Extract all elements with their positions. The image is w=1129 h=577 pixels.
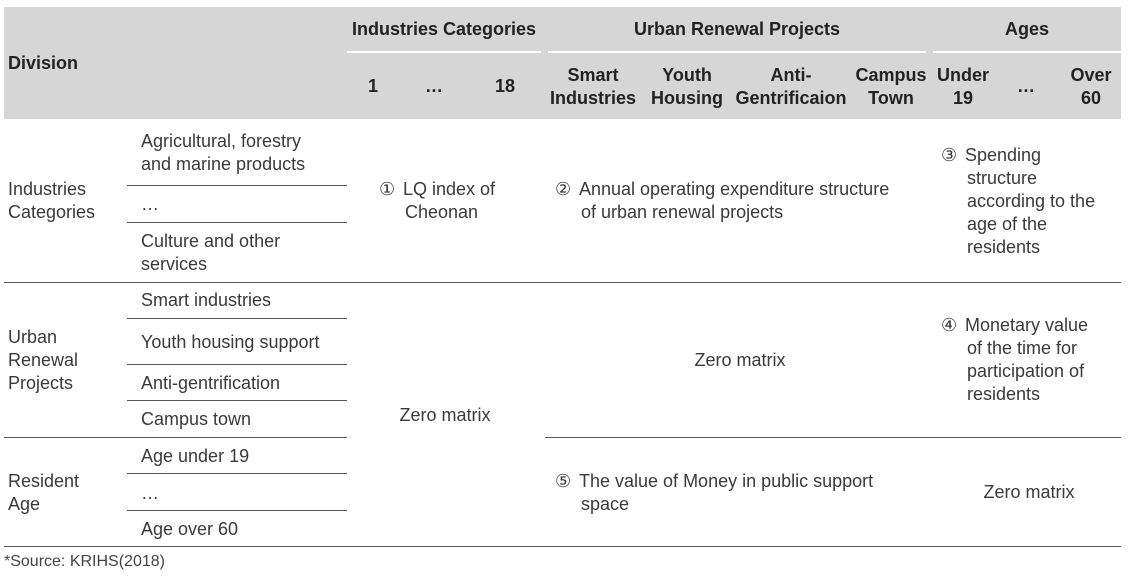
cell-annual-operating-expenditure: ② Annual operating expenditure structure … xyxy=(555,179,890,222)
industry-col-1: 1 xyxy=(368,76,379,96)
header-divider-urban xyxy=(548,51,926,53)
sub-item-age-ellipsis: … xyxy=(141,483,159,503)
row-label-industries-categories: Industries Categories xyxy=(8,179,96,222)
urban-renewal-projects-header: Urban Renewal Projects xyxy=(633,19,841,39)
col-ages-ellipsis: … xyxy=(1017,76,1035,96)
sub-rule xyxy=(127,222,347,223)
cell-lq-index: ① LQ index of Cheonan xyxy=(379,179,496,222)
division-header: Division xyxy=(8,53,79,73)
col-over-60: Over 60 xyxy=(1070,65,1112,108)
col-smart-industries: Smart Industries xyxy=(549,65,637,108)
industries-categories-header: Industries Categories xyxy=(351,19,537,39)
col-under-19: Under 19 xyxy=(936,65,989,108)
rule-after-industries xyxy=(4,282,1121,283)
row-label-urban-renewal-projects: Urban Renewal Projects xyxy=(8,327,79,393)
sub-item-anti-gentrification: Anti-gentrification xyxy=(141,373,281,393)
source-note: *Source: KRIHS(2018) xyxy=(4,553,165,570)
sub-rule xyxy=(127,364,347,365)
sub-item-agricultural: Agricultural, forestry and marine product… xyxy=(141,131,306,174)
sub-rule xyxy=(127,185,347,186)
header-background xyxy=(4,7,1121,119)
rule-after-urban-right xyxy=(545,437,1121,438)
sub-item-age-over-60: Age over 60 xyxy=(141,519,239,539)
cell-monetary-value: ④ Monetary value of the time for particip… xyxy=(941,315,1089,404)
sub-rule xyxy=(127,510,347,511)
sub-rule xyxy=(127,400,347,401)
industry-col-18: 18 xyxy=(495,76,516,96)
table-bottom-rule xyxy=(4,546,1121,547)
sub-item-youth-housing: Youth housing support xyxy=(141,332,320,352)
sub-rule xyxy=(127,318,347,319)
zero-matrix-ages: Zero matrix xyxy=(983,482,1075,502)
zero-matrix-urban: Zero matrix xyxy=(694,350,786,370)
sub-item-age-under-19: Age under 19 xyxy=(141,446,250,466)
sub-rule xyxy=(127,473,347,474)
sub-item-smart-industries: Smart industries xyxy=(141,290,272,310)
sub-item-culture: Culture and other services xyxy=(141,231,281,274)
sub-item-campus-town: Campus town xyxy=(141,409,252,429)
cell-spending-structure: ③ Spending structure according to the age… xyxy=(941,145,1096,257)
ages-header: Ages xyxy=(1004,19,1049,39)
cell-value-of-money: ⑤ The value of Money in public support sp… xyxy=(555,471,874,514)
row-label-resident-age: Resident Age xyxy=(8,471,80,514)
col-campus-town: Campus Town xyxy=(855,65,927,108)
header-divider-industries xyxy=(347,51,541,53)
rule-after-urban-left xyxy=(4,437,347,438)
col-youth-housing: Youth Housing xyxy=(651,65,723,108)
header-divider-ages xyxy=(933,51,1121,53)
sub-item-industries-ellipsis: … xyxy=(141,194,159,214)
col-anti-gentrification: Anti- Gentrificaion xyxy=(735,65,847,108)
industry-col-ellipsis: … xyxy=(425,76,443,96)
zero-matrix-industries-col: Zero matrix xyxy=(399,405,491,425)
